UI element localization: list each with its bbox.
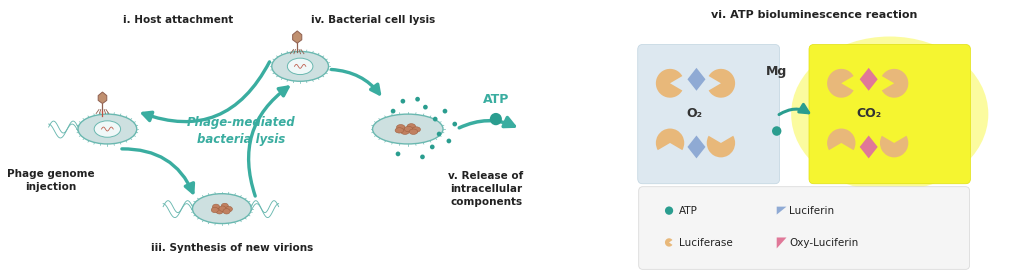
Ellipse shape <box>211 207 218 213</box>
Text: v. Release of
intracellular
components: v. Release of intracellular components <box>449 170 523 207</box>
Text: i. Host attachment: i. Host attachment <box>123 15 232 25</box>
Text: O₂: O₂ <box>686 107 702 120</box>
FancyBboxPatch shape <box>639 187 970 269</box>
Polygon shape <box>777 207 786 215</box>
Wedge shape <box>827 128 855 150</box>
Circle shape <box>442 109 447 114</box>
Ellipse shape <box>94 121 121 137</box>
FancyBboxPatch shape <box>638 44 779 184</box>
Circle shape <box>391 109 395 114</box>
Ellipse shape <box>412 127 421 132</box>
Circle shape <box>433 117 437 121</box>
Ellipse shape <box>221 203 228 209</box>
Polygon shape <box>777 237 786 249</box>
Ellipse shape <box>395 128 403 133</box>
Ellipse shape <box>396 125 404 130</box>
Circle shape <box>430 144 434 149</box>
Text: Phage genome
injection: Phage genome injection <box>7 169 94 192</box>
Circle shape <box>400 99 406 104</box>
Wedge shape <box>655 128 684 150</box>
Text: Mg: Mg <box>766 65 787 78</box>
Text: vi. ATP bioluminescence reaction: vi. ATP bioluminescence reaction <box>711 10 918 20</box>
Wedge shape <box>709 69 735 98</box>
Text: Luciferin: Luciferin <box>790 206 835 216</box>
Text: Oxy-Luciferin: Oxy-Luciferin <box>790 238 859 249</box>
Circle shape <box>489 113 502 125</box>
Polygon shape <box>293 31 302 43</box>
Circle shape <box>772 126 781 136</box>
Wedge shape <box>707 136 735 157</box>
Polygon shape <box>687 136 706 158</box>
Circle shape <box>437 132 441 136</box>
Ellipse shape <box>400 129 410 134</box>
Wedge shape <box>665 238 673 247</box>
Ellipse shape <box>404 126 413 132</box>
Ellipse shape <box>288 58 313 75</box>
Circle shape <box>415 97 420 102</box>
Ellipse shape <box>225 207 232 212</box>
Text: ATP: ATP <box>482 93 509 106</box>
Text: iv. Bacterial cell lysis: iv. Bacterial cell lysis <box>311 15 435 25</box>
Ellipse shape <box>216 209 223 214</box>
Ellipse shape <box>408 124 416 129</box>
Polygon shape <box>98 92 106 104</box>
Wedge shape <box>827 69 854 98</box>
Ellipse shape <box>373 114 443 144</box>
Wedge shape <box>882 69 908 98</box>
Wedge shape <box>880 136 908 157</box>
Ellipse shape <box>223 209 230 214</box>
Text: iii. Synthesis of new virions: iii. Synthesis of new virions <box>151 243 312 253</box>
Wedge shape <box>655 69 682 98</box>
Circle shape <box>395 151 400 156</box>
Text: Luciferase: Luciferase <box>679 238 732 249</box>
Polygon shape <box>687 68 706 91</box>
Ellipse shape <box>271 51 329 81</box>
Circle shape <box>423 105 428 109</box>
Text: ATP: ATP <box>679 206 697 216</box>
Text: Phage-mediated
bacteria lysis: Phage-mediated bacteria lysis <box>187 116 296 146</box>
Circle shape <box>446 138 452 143</box>
Ellipse shape <box>212 204 219 209</box>
Ellipse shape <box>792 37 988 192</box>
Polygon shape <box>860 136 878 158</box>
Ellipse shape <box>219 206 226 211</box>
Circle shape <box>665 207 673 215</box>
Ellipse shape <box>410 129 418 134</box>
FancyBboxPatch shape <box>809 44 971 184</box>
Polygon shape <box>860 68 878 91</box>
Circle shape <box>420 154 425 159</box>
Ellipse shape <box>193 194 251 224</box>
Circle shape <box>453 122 457 127</box>
Ellipse shape <box>78 114 137 144</box>
Text: CO₂: CO₂ <box>856 107 882 120</box>
